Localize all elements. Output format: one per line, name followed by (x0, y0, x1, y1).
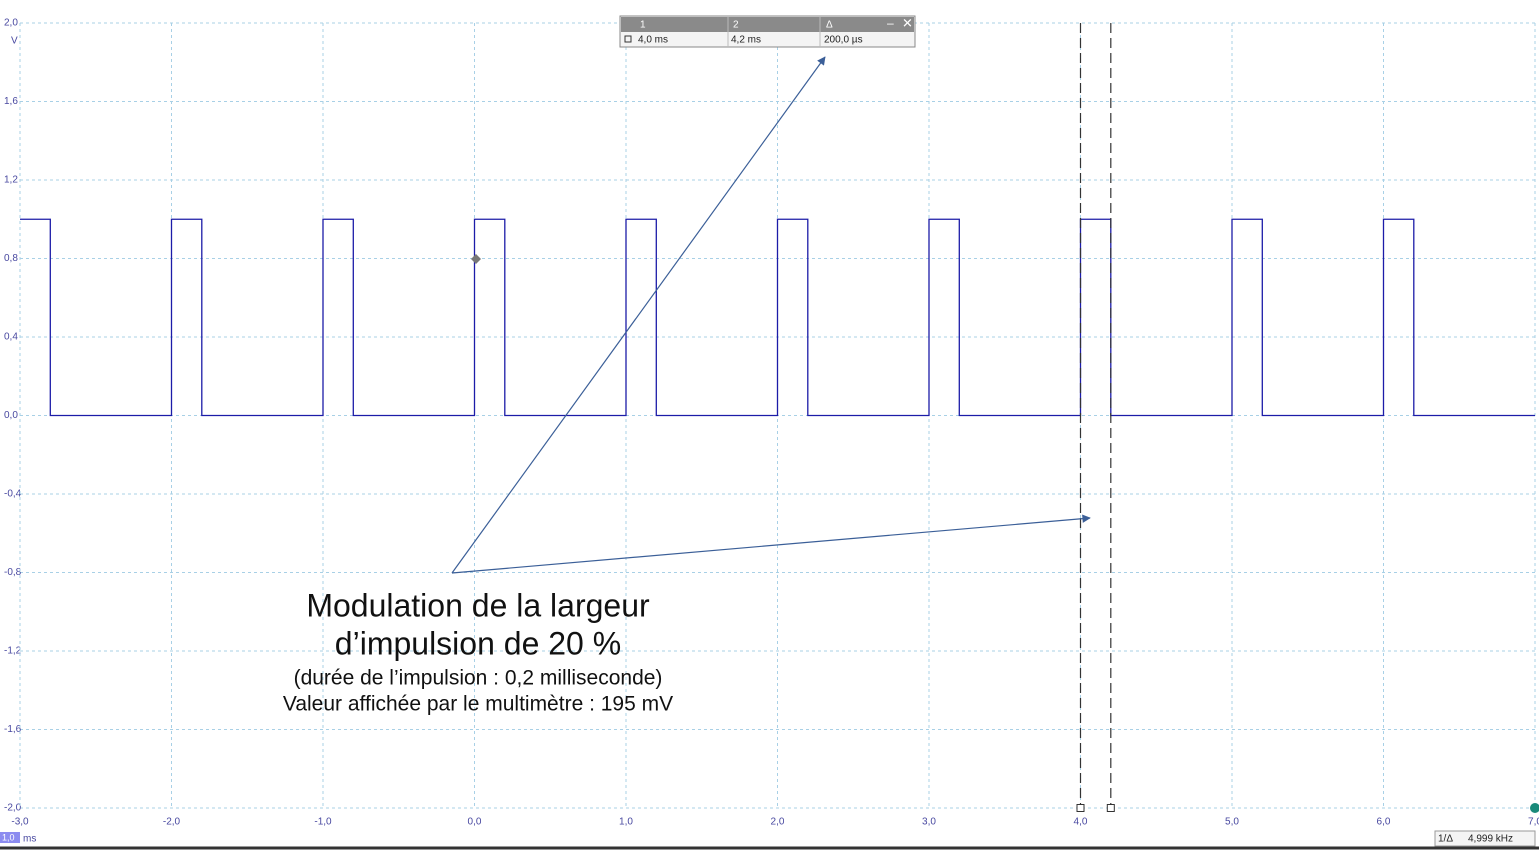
close-button[interactable]: ✕ (902, 15, 913, 30)
x-tick-label: -2,0 (163, 817, 181, 828)
cursor-value: 4,0 ms (638, 35, 668, 46)
annotation: Valeur affichée par le multimètre : 195 … (283, 693, 673, 716)
zoom: 1,0 (2, 832, 15, 842)
frequency-box (1434, 830, 1536, 847)
annotation: d’impulsion de 20 % (335, 625, 621, 661)
channel-marker (1530, 803, 1539, 813)
zoom-box (0, 832, 20, 843)
x-tick-label: 6,0 (1377, 817, 1391, 828)
x-tick-label: 7,0 (1528, 817, 1539, 828)
x-tick-label: 5,0 (1225, 817, 1239, 828)
cursor-table[interactable]: 1 2 Δ – ✕ 4,0 ms 4,2 ms 200,0 µs (619, 15, 916, 48)
x-tick-label: 0,0 (468, 817, 482, 828)
minimize-button[interactable]: – (887, 16, 894, 30)
signal-line (20, 218, 1535, 417)
y-tick-label: -1,6 (4, 724, 22, 735)
x-tick-label: -3,0 (11, 817, 29, 828)
x-tick-label: 1,0 (619, 817, 633, 828)
annotation: (durée de l’impulsion : 0,2 milliseconde… (294, 667, 663, 690)
x-tick-label: 3,0 (922, 817, 936, 828)
x-tick-label: -1,0 (314, 817, 332, 828)
y-tick-label: -0,4 (4, 489, 22, 500)
y-tick-label: -1,2 (4, 646, 22, 657)
y-tick-label: 0,4 (4, 332, 18, 343)
x-tick-label: 2,0 (771, 817, 785, 828)
y-tick-label: 0,0 (4, 410, 18, 421)
ruler-marker (471, 254, 481, 264)
y-tick-label: 2,0 (4, 18, 18, 29)
y-unit: V (11, 36, 18, 47)
y-tick-label: -2,0 (4, 803, 22, 814)
cursor-value: 4,2 ms (731, 35, 761, 46)
arrow (451, 56, 826, 574)
cursor-delta: 200,0 µs (824, 35, 863, 46)
table-header (621, 17, 914, 32)
annotation: Modulation de la largeur (306, 587, 650, 623)
y-tick-label: 1,2 (4, 175, 18, 186)
y-tick-label: 0,8 (4, 253, 18, 264)
y-tick-label: 1,6 (4, 96, 18, 107)
header: Δ (826, 20, 833, 31)
y-tick-label: -0,8 (4, 567, 22, 578)
x-tick-label: 4,0 (1074, 817, 1088, 828)
frequency: 4,999 kHz (1468, 834, 1513, 845)
frequency-label: 1/Δ (1438, 834, 1453, 845)
x-unit: ms (23, 834, 36, 845)
header: 1 (640, 20, 646, 31)
cursor-handle[interactable] (1076, 804, 1085, 812)
icon (624, 35, 632, 43)
header: 2 (733, 20, 739, 31)
cursor-handle[interactable] (1106, 804, 1115, 812)
arrow (451, 514, 1091, 574)
